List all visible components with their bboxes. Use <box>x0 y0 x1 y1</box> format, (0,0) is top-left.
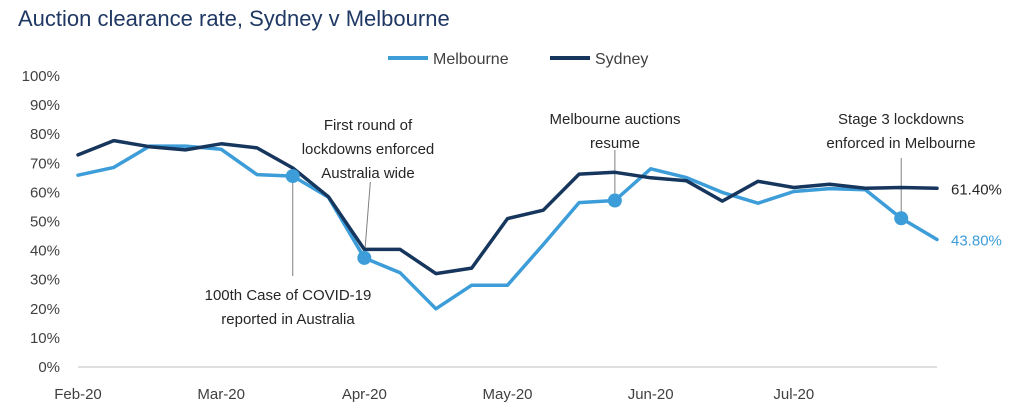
annotation-text: resume <box>590 135 640 152</box>
y-tick-label: 40% <box>30 243 60 260</box>
annotation-leader-line <box>363 181 371 258</box>
series-line-sydney <box>76 138 939 276</box>
legend: Melbourne Sydney <box>388 51 648 68</box>
y-tick-label: 100% <box>22 68 60 85</box>
x-tick-label: Jun-20 <box>628 386 674 403</box>
annotation-text: Stage 3 lockdowns <box>838 111 964 128</box>
annotation-text: Melbourne auctions <box>550 111 681 128</box>
annotation-marker <box>894 211 909 226</box>
x-tick-label: Apr-20 <box>342 386 387 403</box>
annotations: 100th Case of COVID-19 reported in Austra… <box>205 111 976 328</box>
annotation-marker <box>357 250 372 265</box>
end-labels: 43.80% 61.40% <box>951 181 1002 249</box>
annotation-text: lockdowns enforced <box>302 141 435 158</box>
y-tick-label: 20% <box>30 301 60 318</box>
y-axis-ticks: 0% 10% 20% 30% 40% 50% 60% 70% 80% 90% 100% <box>22 68 60 376</box>
end-label-melbourne: 43.80% <box>951 233 1002 250</box>
annotation-marker <box>285 169 300 184</box>
y-tick-label: 60% <box>30 184 60 201</box>
x-tick-label: Mar-20 <box>197 386 245 403</box>
annotation-marker <box>607 193 622 208</box>
y-tick-label: 70% <box>30 155 60 172</box>
end-label-sydney: 61.40% <box>951 181 1002 198</box>
y-tick-label: 50% <box>30 214 60 231</box>
annotation-text: enforced in Melbourne <box>826 135 975 152</box>
chart-title: Auction clearance rate, Sydney v Melbour… <box>18 6 450 31</box>
y-tick-label: 30% <box>30 272 60 289</box>
legend-label-sydney: Sydney <box>595 51 648 68</box>
x-axis-ticks: Feb-20 Mar-20 Apr-20 May-20 Jun-20 Jul-20 <box>54 386 814 403</box>
series-line-melbourne <box>76 144 939 311</box>
annotation-text: Australia wide <box>321 165 414 182</box>
annotation-text: First round of <box>324 117 413 134</box>
y-tick-label: 80% <box>30 126 60 143</box>
x-tick-label: May-20 <box>482 386 532 403</box>
x-tick-label: Jul-20 <box>773 386 814 403</box>
y-tick-label: 10% <box>30 330 60 347</box>
series-lines <box>76 138 939 311</box>
annotation-text: reported in Australia <box>221 311 355 328</box>
annotation-markers <box>285 169 909 265</box>
annotation-text: 100th Case of COVID-19 <box>205 287 372 304</box>
y-tick-label: 90% <box>30 97 60 114</box>
y-tick-label: 0% <box>38 359 60 376</box>
legend-label-melbourne: Melbourne <box>433 51 509 68</box>
x-tick-label: Feb-20 <box>54 386 102 403</box>
